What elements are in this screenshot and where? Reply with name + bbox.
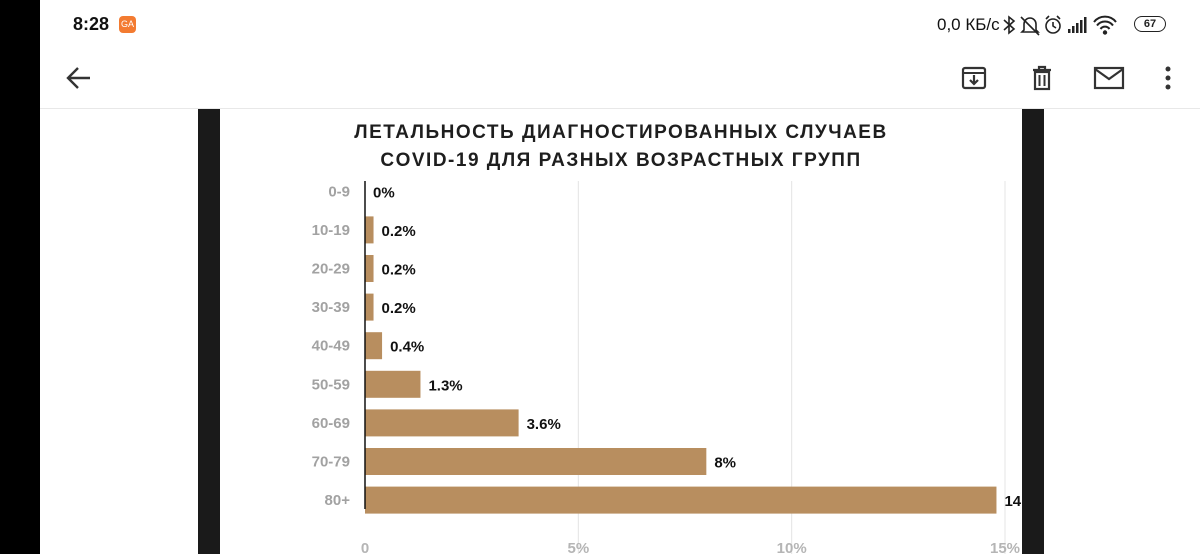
value-label: 3.6% xyxy=(527,416,561,433)
bar-30-39 xyxy=(365,293,374,321)
chart-title-line-1: ЛЕТАЛЬНОСТЬ ДИАГНОСТИРОВАННЫХ СЛУЧАЕВ xyxy=(354,122,888,143)
signal-icon xyxy=(1068,17,1087,33)
x-tick-label: 15% xyxy=(990,540,1020,554)
category-label: 50-59 xyxy=(312,376,350,393)
back-arrow-icon xyxy=(66,67,90,89)
phone-screen: 8:28 GA 0,0 КБ/с xyxy=(40,0,1200,554)
category-label: 30-39 xyxy=(312,299,350,316)
battery-icon: 67 xyxy=(1134,16,1166,32)
chart-title-line-2: COVID-19 ДЛЯ РАЗНЫХ ВОЗРАСТНЫХ ГРУПП xyxy=(380,150,862,171)
value-label: 0.2% xyxy=(382,300,416,317)
category-label: 70-79 xyxy=(312,454,350,471)
bar-50-59 xyxy=(365,370,421,398)
value-label: 0% xyxy=(373,184,395,201)
wifi-icon xyxy=(1093,15,1117,35)
x-tick-label: 5% xyxy=(567,540,589,554)
alarm-icon xyxy=(1045,15,1061,34)
more-options-button[interactable] xyxy=(1148,58,1188,98)
status-time: 8:28 xyxy=(73,14,110,34)
chart-image: ЛЕТАЛЬНОСТЬ ДИАГНОСТИРОВАННЫХ СЛУЧАЕВ CO… xyxy=(220,109,1022,554)
download-icon xyxy=(961,66,987,90)
value-label: 14.8% xyxy=(1004,493,1022,510)
app-notification-icon: GA xyxy=(119,16,136,33)
bar-70-79 xyxy=(365,448,707,475)
alarm-off-icon xyxy=(1020,16,1040,36)
x-tick-label: 0 xyxy=(361,540,369,554)
category-label: 10-19 xyxy=(312,222,350,239)
image-viewer[interactable]: ЛЕТАЛЬНОСТЬ ДИАГНОСТИРОВАННЫХ СЛУЧАЕВ CO… xyxy=(198,109,1044,554)
bar-20-29 xyxy=(365,255,374,282)
value-label: 0.4% xyxy=(390,339,424,356)
value-label: 1.3% xyxy=(428,377,462,394)
category-label: 0-9 xyxy=(328,183,350,200)
bar-80+ xyxy=(365,486,997,514)
download-button[interactable] xyxy=(954,58,994,98)
status-icons xyxy=(1003,15,1117,36)
category-label: 20-29 xyxy=(312,261,350,278)
bar-chart: 0 5% 10% 15% 0-9 0% 10-19 0.2% 20-29 0.2% 30-39 0.2… xyxy=(312,181,1022,554)
value-label: 0.2% xyxy=(382,223,416,240)
x-tick-label: 10% xyxy=(777,540,807,554)
trash-icon xyxy=(1033,65,1051,91)
chart-title: ЛЕТАЛЬНОСТЬ ДИАГНОСТИРОВАННЫХ СЛУЧАЕВ CO… xyxy=(220,119,1022,175)
bar-10-19 xyxy=(365,216,374,244)
bluetooth-icon xyxy=(1003,15,1016,35)
category-label: 60-69 xyxy=(312,415,350,432)
category-label: 40-49 xyxy=(312,338,350,355)
back-button[interactable] xyxy=(59,58,99,98)
value-label: 0.2% xyxy=(382,262,416,279)
mail-icon xyxy=(1093,66,1125,90)
network-speed: 0,0 КБ/с xyxy=(937,15,1000,34)
app-bar xyxy=(40,50,1200,109)
value-label: 8% xyxy=(714,455,736,472)
category-label: 80+ xyxy=(325,492,351,509)
delete-button[interactable] xyxy=(1022,58,1062,98)
bar-60-69 xyxy=(365,409,519,437)
status-bar: 8:28 GA 0,0 КБ/с xyxy=(40,0,1200,50)
more-vert-icon xyxy=(1165,66,1171,90)
bar-40-49 xyxy=(365,332,383,360)
mail-button[interactable] xyxy=(1089,58,1129,98)
